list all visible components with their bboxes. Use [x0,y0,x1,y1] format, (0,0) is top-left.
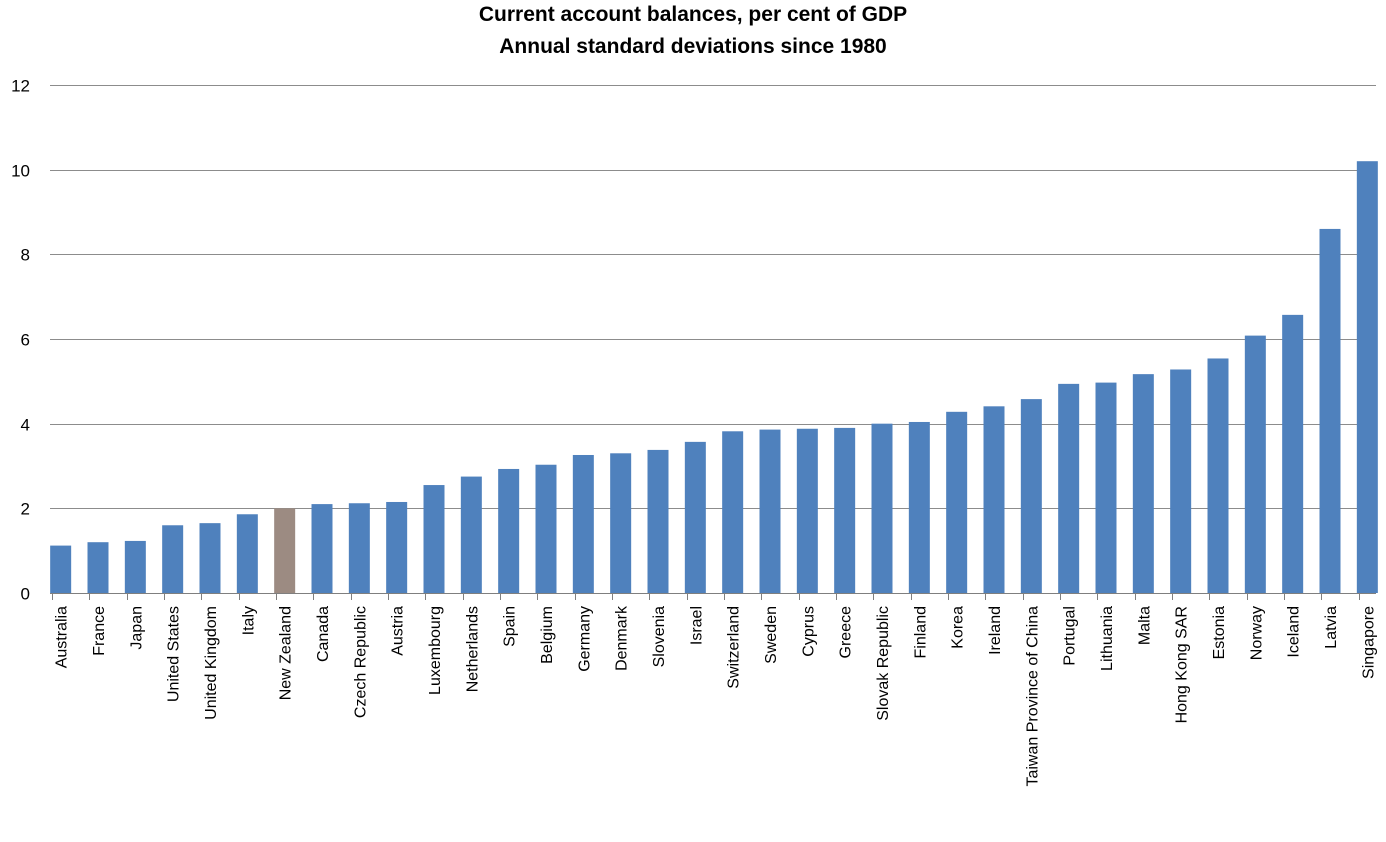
y-axis-ticks: 0 2 4 6 8 10 12 [11,77,30,604]
bar-korea [946,411,968,593]
x-category-label: Portugal [1062,606,1079,666]
x-category-label: Slovenia [651,606,668,667]
x-category-label: Australia [54,606,71,668]
bar-czech-republic [348,503,370,593]
bar-slovenia [647,449,669,593]
x-category-label: Israel [688,606,705,645]
gridlines [50,85,1376,509]
x-category-label: Sweden [763,606,780,664]
x-category-label: Japan [128,606,145,650]
bar-cyprus [796,428,818,593]
bar-israel [684,441,706,593]
bar-denmark [610,453,632,593]
x-category-label: Netherlands [464,606,481,692]
chart-subtitle: Annual standard deviations since 1980 [499,35,886,58]
bar-singapore [1356,161,1378,593]
x-category-label: Estonia [1211,606,1228,659]
y-tick-label: 8 [21,246,30,265]
x-category-label: Taiwan Province of China [1024,606,1041,787]
bar-latvia [1319,228,1341,593]
bar-austria [386,501,408,593]
x-category-label: France [91,606,108,656]
bar-greece [834,427,856,593]
y-tick-label: 2 [21,500,30,519]
x-category-label: Korea [950,606,967,649]
bar-netherlands [460,476,482,593]
bar-portugal [1058,383,1080,593]
bar-slovak-republic [871,423,893,593]
bar-malta [1132,374,1154,593]
bar-switzerland [722,431,744,593]
x-category-label: Belgium [539,606,556,664]
x-category-label: United States [166,606,183,702]
x-category-label: United Kingdom [203,606,220,720]
bar-hong-kong-sar [1170,369,1192,593]
x-category-label: Greece [838,606,855,659]
y-tick-label: 0 [21,585,30,604]
x-category-label: Switzerland [726,606,743,689]
x-category-label: Finland [912,606,929,658]
x-category-label: Canada [315,606,332,662]
bar-iceland [1282,314,1304,593]
bar-new-zealand [274,508,296,593]
y-tick-label: 12 [11,77,30,96]
bar-sweden [759,429,781,593]
bar-norway [1244,335,1266,593]
y-tick-label: 4 [21,416,30,435]
bar-canada [311,504,333,593]
x-category-label: Hong Kong SAR [1174,606,1191,723]
chart-title: Current account balances, per cent of GD… [479,3,907,26]
bar-united-states [162,525,184,593]
x-category-label: Denmark [614,605,631,671]
x-axis [50,593,1376,600]
x-category-label: Spain [502,606,519,647]
x-category-label: Latvia [1323,606,1340,649]
bar-australia [50,545,72,593]
bar-taiwan-province-of-china [1020,399,1042,593]
bar-france [87,542,109,593]
x-category-label: Singapore [1360,606,1377,679]
x-category-label: Iceland [1286,606,1303,658]
bar-finland [908,421,930,593]
y-tick-label: 10 [11,162,30,181]
bar-lithuania [1095,382,1117,593]
x-category-label: Czech Republic [352,606,369,718]
x-category-label: Malta [1136,606,1153,645]
x-axis-category-labels: Australia France Japan United States United … [54,605,1378,787]
x-category-label: Lithuania [1099,606,1116,671]
x-category-label: Austria [390,606,407,656]
x-category-label: Ireland [987,606,1004,655]
x-category-label: Luxembourg [427,606,444,695]
x-category-label: Cyprus [800,606,817,657]
bars [50,161,1378,593]
bar-belgium [535,464,557,593]
y-tick-label: 6 [21,331,30,350]
bar-ireland [983,406,1005,593]
x-category-label: Slovak Republic [875,606,892,721]
x-category-label: Norway [1248,606,1265,660]
x-category-label: Germany [576,606,593,672]
x-category-label: Italy [240,606,257,635]
bar-italy [236,514,258,593]
bar-estonia [1207,358,1229,593]
bar-united-kingdom [199,523,221,593]
bar-germany [572,454,594,593]
bar-japan [124,540,146,593]
bar-spain [498,468,520,593]
x-category-label: New Zealand [278,606,295,700]
bar-luxembourg [423,485,445,593]
